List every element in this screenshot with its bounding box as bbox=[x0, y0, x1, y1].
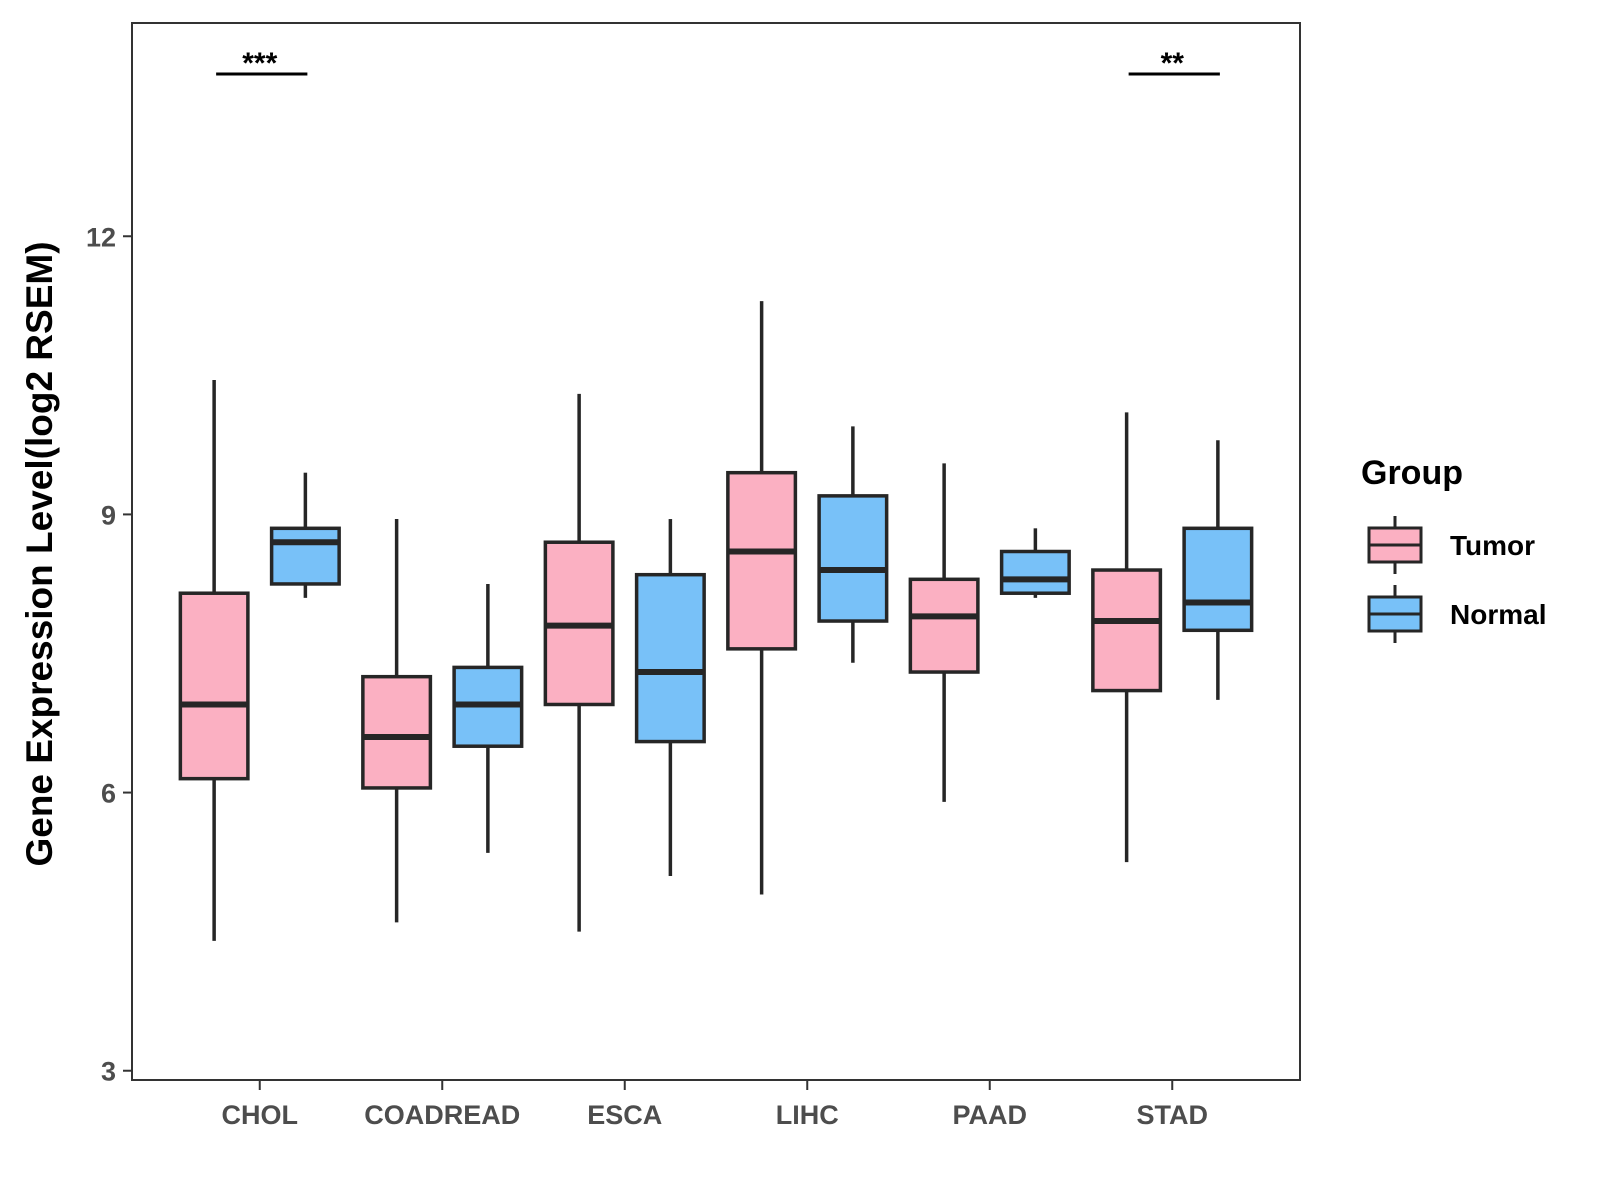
box-tumor-esca bbox=[543, 393, 615, 932]
box-tumor-lihc bbox=[726, 301, 798, 895]
y-tick-label: 3 bbox=[101, 1057, 116, 1087]
y-axis-title: Gene Expression Level(log2 RSEM) bbox=[19, 241, 60, 866]
x-tick-label: PAAD bbox=[952, 1100, 1027, 1130]
box-normal-paad bbox=[999, 528, 1071, 598]
box-body bbox=[999, 549, 1071, 595]
box-body bbox=[178, 591, 250, 781]
y-tick-label: 9 bbox=[101, 500, 116, 530]
y-tick-label: 6 bbox=[101, 779, 116, 809]
x-tick-label: LIHC bbox=[776, 1100, 839, 1130]
x-tick-label: COADREAD bbox=[364, 1100, 520, 1130]
legend-title: Group bbox=[1361, 454, 1463, 492]
significance-label: *** bbox=[242, 47, 277, 80]
legend-item-normal: Normal bbox=[1367, 585, 1546, 643]
legend-item-tumor: Tumor bbox=[1367, 516, 1535, 574]
box-normal-stad bbox=[1182, 440, 1254, 700]
y-tick-label: 12 bbox=[86, 222, 116, 252]
box-normal-lihc bbox=[817, 426, 889, 663]
box-body bbox=[634, 572, 706, 744]
x-tick-label: CHOL bbox=[222, 1100, 299, 1130]
x-tick-label: STAD bbox=[1137, 1100, 1209, 1130]
plot-panel-border bbox=[131, 22, 1301, 1081]
significance-label: ** bbox=[1161, 47, 1185, 80]
box-tumor-paad bbox=[908, 463, 980, 802]
box-body bbox=[1182, 526, 1254, 633]
box-tumor-chol bbox=[178, 379, 250, 941]
box-body bbox=[726, 470, 798, 651]
box-body bbox=[817, 494, 889, 623]
x-tick-label: ESCA bbox=[587, 1100, 662, 1130]
legend-label: Tumor bbox=[1450, 530, 1535, 561]
legend-label: Normal bbox=[1450, 599, 1546, 630]
box-body bbox=[361, 674, 433, 790]
box-body bbox=[1091, 568, 1163, 693]
box-normal-coadread bbox=[452, 583, 524, 853]
box-body bbox=[908, 577, 980, 674]
box-tumor-coadread bbox=[361, 519, 433, 923]
box-tumor-stad bbox=[1091, 412, 1163, 863]
box-normal-esca bbox=[634, 519, 706, 877]
box-body bbox=[269, 526, 341, 586]
box-normal-chol bbox=[269, 472, 341, 598]
